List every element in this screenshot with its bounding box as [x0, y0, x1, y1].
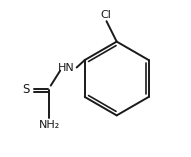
- Text: HN: HN: [58, 63, 75, 73]
- Text: S: S: [22, 84, 29, 96]
- Text: Cl: Cl: [100, 10, 111, 20]
- Text: NH₂: NH₂: [39, 120, 60, 130]
